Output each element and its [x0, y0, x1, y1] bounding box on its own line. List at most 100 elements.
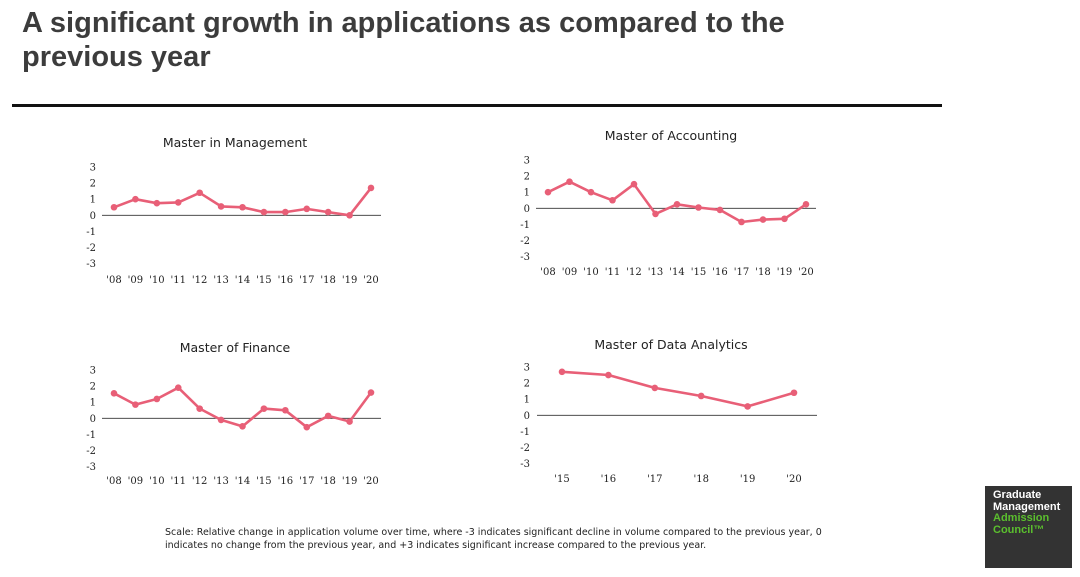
chart-svg-master-of-finance: Master of Finance 3 2 1 0 -1 -2 -3 '08 '09 '10 '11 '… [86, 340, 381, 487]
slide-title: A significant growth in applications as … [22, 7, 785, 73]
x-tick-label: '15 [554, 474, 569, 485]
data-point [303, 423, 311, 431]
data-point [630, 180, 638, 188]
x-tick-label: '19 [740, 474, 755, 485]
data-point [110, 390, 118, 397]
data-point [174, 384, 182, 392]
y-tick-label: -1 [520, 220, 530, 231]
data-point [566, 178, 573, 186]
data-point [609, 196, 616, 204]
data-point [303, 205, 311, 213]
data-point [217, 203, 225, 210]
data-point [282, 208, 289, 216]
gmac-logo: Graduate Management Admission Council™ [985, 486, 1072, 568]
x-tick-label: '08 [106, 275, 121, 286]
x-tick-label: '09 [562, 267, 577, 278]
data-point [324, 412, 332, 420]
y-tick-label: 0 [90, 211, 96, 222]
data-point [673, 200, 681, 208]
chart-master-in-management: Master in Management 3 2 1 0 -1 -2 -3 '08 '09 '10 '… [0, 130, 400, 295]
chart-master-of-accounting: Master of Accounting 3 2 1 0 -1 -2 -3 '08 '09 '10 '… [500, 123, 840, 288]
logo-line-management: Management [993, 500, 1061, 513]
x-tick-label: '19 [777, 267, 792, 278]
data-point [132, 401, 139, 408]
x-tick-label: '16 [601, 474, 616, 485]
x-tick-label: '11 [171, 476, 186, 487]
data-point [781, 215, 788, 223]
y-tick-label: -2 [86, 243, 96, 254]
x-tick-label: '09 [128, 476, 143, 487]
y-tick-label: 2 [90, 179, 96, 190]
x-tick-label: '12 [192, 275, 207, 286]
data-point [239, 203, 246, 211]
y-tick-label: 1 [524, 395, 530, 406]
y-tick-label: -1 [520, 427, 530, 438]
y-tick-label: -2 [520, 236, 530, 247]
y-tick-label: -3 [86, 259, 96, 270]
data-point [744, 403, 751, 410]
y-tick-label: 1 [90, 398, 96, 409]
data-point [367, 389, 375, 396]
x-tick-label: '08 [540, 267, 555, 278]
data-point [759, 216, 767, 223]
logo-line-admission: Admission [993, 512, 1050, 524]
y-tick-label: 2 [90, 382, 96, 393]
y-tick-label: -3 [520, 459, 530, 470]
y-tick-label: 3 [524, 156, 530, 167]
data-point [217, 416, 225, 424]
logo-line-council: Council™ [993, 523, 1045, 536]
data-point [558, 368, 566, 376]
y-tick-label: 3 [90, 163, 96, 174]
chart-svg-master-of-accounting: Master of Accounting 3 2 1 0 -1 -2 -3 '08 '09 '10 '… [520, 128, 816, 278]
x-tick-label: '20 [798, 267, 813, 278]
data-point [346, 212, 353, 219]
x-tick-label: '11 [171, 275, 186, 286]
chart-title: Master of Finance [180, 340, 291, 355]
y-tick-label: -1 [86, 430, 96, 441]
x-tick-label: '20 [363, 476, 378, 487]
data-point [651, 384, 659, 392]
data-point [544, 188, 552, 196]
data-point [587, 188, 595, 196]
scale-footnote: Scale: Relative change in application vo… [165, 527, 822, 551]
x-tick-label: '14 [235, 476, 250, 487]
x-tick-label: '10 [149, 476, 164, 487]
data-point [605, 371, 612, 379]
x-tick-label: '19 [342, 275, 357, 286]
y-tick-label: 0 [524, 204, 530, 215]
data-point [260, 405, 268, 412]
data-point [367, 184, 375, 192]
data-point [110, 203, 118, 211]
x-tick-label: '14 [235, 275, 250, 286]
data-point [346, 418, 353, 425]
data-point [153, 199, 161, 207]
chart-title: Master in Management [163, 135, 307, 150]
y-tick-label: -2 [520, 443, 530, 454]
data-point [697, 392, 705, 400]
data-point [153, 395, 161, 403]
data-point [738, 218, 745, 226]
data-point [196, 405, 203, 412]
x-tick-label: '13 [648, 267, 663, 278]
x-tick-label: '18 [320, 476, 335, 487]
data-point [132, 195, 139, 203]
series-line [560, 370, 796, 408]
y-tick-label: -2 [86, 446, 96, 457]
y-tick-label: 0 [524, 411, 530, 422]
y-tick-label: 2 [524, 379, 530, 390]
x-tick-label: '19 [342, 476, 357, 487]
chart-master-of-finance: Master of Finance 3 2 1 0 -1 -2 -3 '08 '09 '10 '11 '… [0, 335, 400, 495]
chart-svg-master-of-data-analytics: Master of Data Analytics 3 2 1 0 -1 -2 -3 '15 '16… [520, 337, 817, 485]
x-tick-label: '11 [605, 267, 620, 278]
data-point [716, 206, 724, 214]
data-point [196, 189, 203, 197]
x-tick-label: '17 [734, 267, 749, 278]
chart-master-of-data-analytics: Master of Data Analytics 3 2 1 0 -1 -2 -3 '15 '16… [500, 332, 840, 492]
data-point [695, 204, 702, 211]
data-point [260, 208, 268, 216]
data-point [239, 423, 246, 430]
data-point [282, 406, 289, 414]
x-tick-label: '08 [106, 476, 121, 487]
x-tick-label: '16 [278, 476, 293, 487]
x-tick-label: '15 [256, 275, 271, 286]
